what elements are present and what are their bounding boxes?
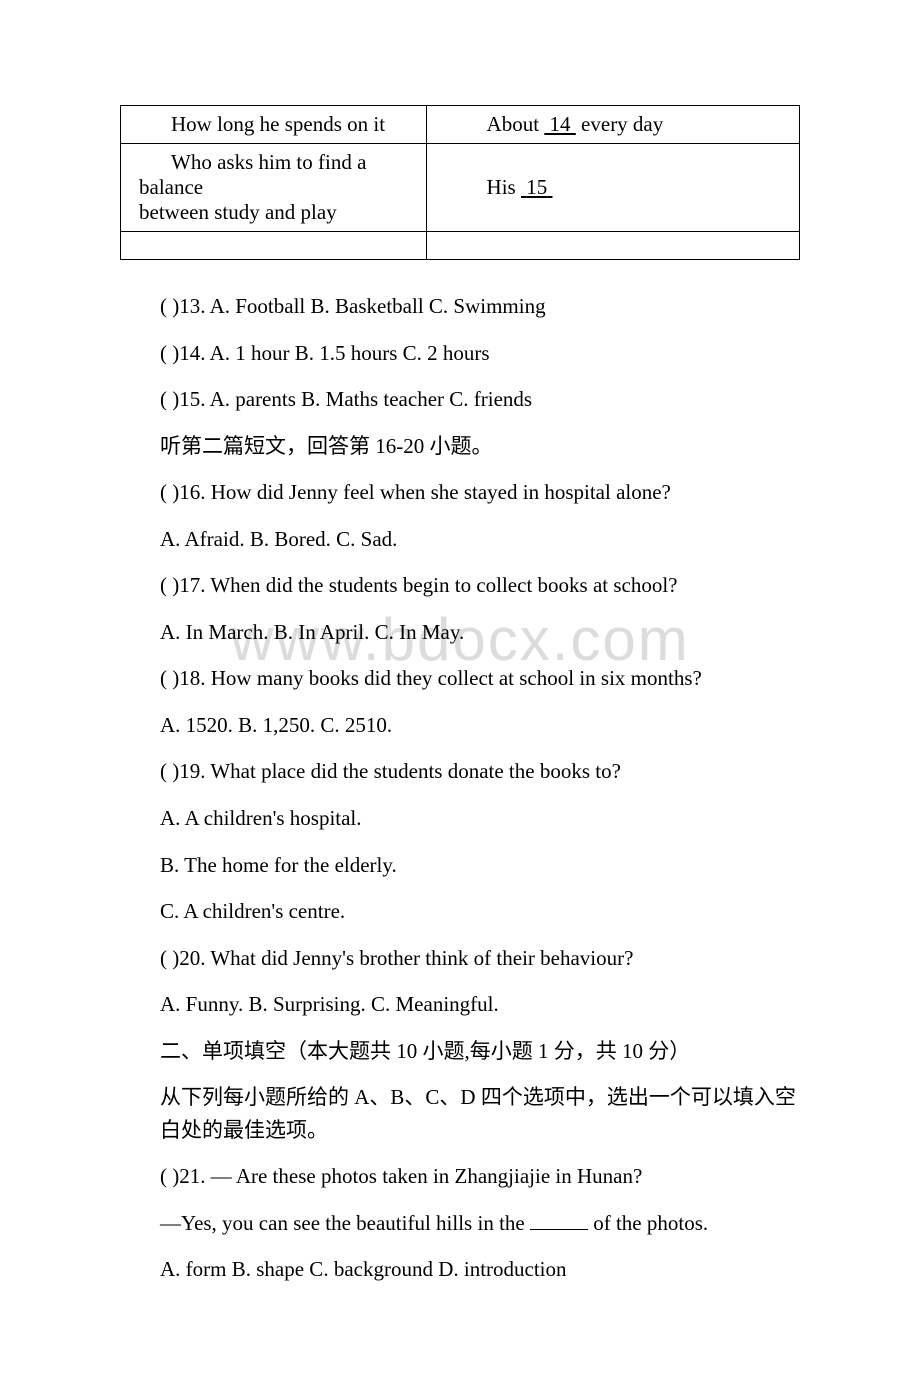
- document-content: How long he spends on it About 14 every …: [120, 105, 800, 1286]
- section-header: 二、单项填空（本大题共 10 小题,每小题 1 分，共 10 分）: [120, 1035, 800, 1068]
- question-line: ( )15. A. parents B. Maths teacher C. fr…: [120, 383, 800, 416]
- question-table: How long he spends on it About 14 every …: [120, 105, 800, 260]
- table-row-empty: [121, 232, 800, 260]
- answer-line: A. Funny. B. Surprising. C. Meaningful.: [120, 988, 800, 1021]
- table-cell-empty: [426, 232, 799, 260]
- question-line: ( )21. — Are these photos taken in Zhang…: [120, 1160, 800, 1193]
- table-row: Who asks him to find a balancebetween st…: [121, 144, 800, 232]
- line-suffix: of the photos.: [588, 1211, 708, 1235]
- answer-line: A. In March. B. In April. C. In May.: [120, 616, 800, 649]
- cell-blank: 15: [521, 175, 553, 199]
- line-prefix: —Yes, you can see the beautiful hills in…: [160, 1211, 530, 1235]
- cell-suffix: every day: [576, 112, 663, 136]
- instruction-line: 听第二篇短文，回答第 16-20 小题。: [120, 430, 800, 463]
- answer-line: B. The home for the elderly.: [120, 849, 800, 882]
- question-line: ( )20. What did Jenny's brother think of…: [120, 942, 800, 975]
- cell-blank: 14: [544, 112, 576, 136]
- answer-line: A. 1520. B. 1,250. C. 2510.: [120, 709, 800, 742]
- answer-line: A. Afraid. B. Bored. C. Sad.: [120, 523, 800, 556]
- question-line: ( )17. When did the students begin to co…: [120, 569, 800, 602]
- question-line: ( )16. How did Jenny feel when she staye…: [120, 476, 800, 509]
- table-cell-right: His 15: [426, 144, 799, 232]
- cell-prefix: About: [487, 112, 545, 136]
- question-line: ( )19. What place did the students donat…: [120, 755, 800, 788]
- question-line: ( )18. How many books did they collect a…: [120, 662, 800, 695]
- answer-line: A. form B. shape C. background D. introd…: [120, 1253, 800, 1286]
- table-cell-left: How long he spends on it: [121, 106, 427, 144]
- table-cell-empty: [121, 232, 427, 260]
- table-cell-right: About 14 every day: [426, 106, 799, 144]
- instruction-line: 从下列每小题所给的 A、B、C、D 四个选项中，选出一个可以填入空白处的最佳选项…: [120, 1081, 800, 1146]
- question-line: ( )13. A. Football B. Basketball C. Swim…: [120, 290, 800, 323]
- answer-line: A. A children's hospital.: [120, 802, 800, 835]
- question-line: ( )14. A. 1 hour B. 1.5 hours C. 2 hours: [120, 337, 800, 370]
- question-line: —Yes, you can see the beautiful hills in…: [120, 1207, 800, 1240]
- fill-blank: [530, 1209, 588, 1230]
- table-cell-left: Who asks him to find a balancebetween st…: [121, 144, 427, 232]
- table-row: How long he spends on it About 14 every …: [121, 106, 800, 144]
- cell-prefix: His: [487, 175, 521, 199]
- answer-line: C. A children's centre.: [120, 895, 800, 928]
